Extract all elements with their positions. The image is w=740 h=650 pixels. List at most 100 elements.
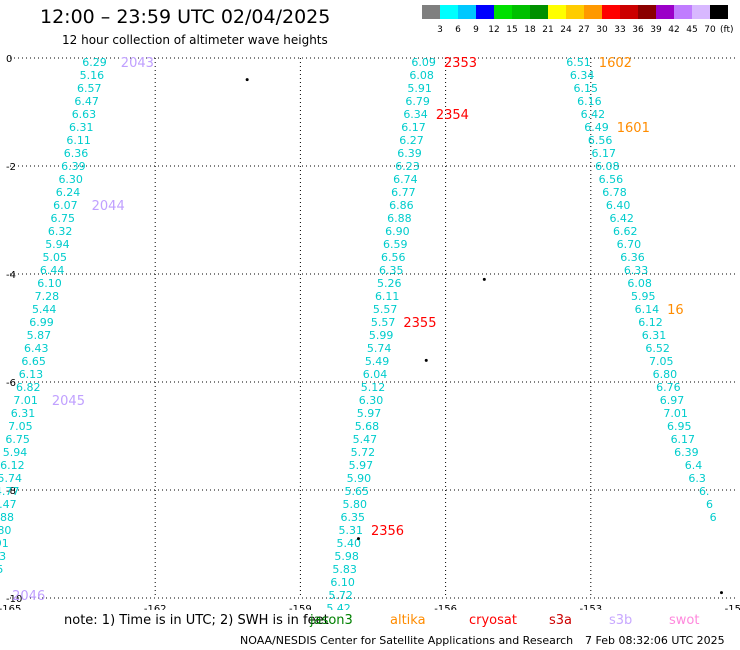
legend-swatch — [710, 5, 728, 19]
swh-value: 6.23 — [395, 160, 420, 173]
swh-value: 5.57 — [371, 316, 396, 329]
legend-label: 3 — [437, 25, 443, 35]
swh-value: 5.94 — [45, 238, 70, 251]
pass-time-label: 2044 — [92, 199, 125, 214]
swh-value: 5.97 — [349, 459, 374, 472]
swh-value: 6.04 — [363, 368, 388, 381]
swh-value: 6.29 — [82, 56, 107, 69]
swh-value: 5.83 — [332, 563, 357, 576]
swh-value: 5.42 — [326, 602, 351, 610]
swh-value: 6.57 — [77, 82, 102, 95]
legend-swatch — [440, 5, 458, 19]
legend-label: 12 — [488, 25, 500, 35]
y-tick-label: -2 — [6, 162, 16, 173]
swh-value: 6.77 — [391, 186, 416, 199]
swh-value: 5.99 — [369, 329, 394, 342]
island-speck — [719, 591, 723, 595]
pass-time-label: 16 — [667, 303, 684, 318]
pass-time-label: 2046 — [12, 589, 45, 604]
map-subtitle: 12 hour collection of altimeter wave hei… — [62, 33, 328, 47]
x-tick-label: -153 — [579, 604, 602, 610]
pass-time-label: 2354 — [436, 108, 469, 123]
swh-value: 5.80 — [343, 498, 368, 511]
swh-value: 6.34 — [570, 69, 595, 82]
x-tick-label: -162 — [144, 604, 167, 610]
swh-value: 5.90 — [347, 472, 372, 485]
legend-label: 21 — [542, 25, 554, 35]
legend-swatch — [422, 5, 440, 19]
swh-value: 5.72 — [351, 446, 376, 459]
swh-value: 7.01 — [663, 407, 688, 420]
legend-swatch — [512, 5, 530, 19]
legend-label: 24 — [560, 25, 572, 35]
legend-label: 15 — [506, 25, 518, 35]
swh-value: 5.44 — [32, 303, 57, 316]
swh-value: 6.47 — [74, 95, 99, 108]
island-speck — [424, 358, 428, 362]
swh-value: 5.63 — [0, 550, 6, 563]
legend-label: 33 — [614, 25, 626, 35]
swh-value: 6.10 — [330, 576, 355, 589]
legend-swatch — [692, 5, 710, 19]
swh-value: 6.39 — [61, 160, 86, 173]
swh-value: 6.17 — [671, 433, 696, 446]
swh-value: 5.97 — [357, 407, 382, 420]
swh-value: 6.33 — [624, 264, 649, 277]
legend-unit: (ft) — [720, 25, 734, 35]
swh-value: 7.05 — [8, 420, 33, 433]
swh-value: 6.13 — [19, 368, 44, 381]
swh-value: 6.32 — [48, 225, 73, 238]
x-tick-label: -165 — [0, 604, 21, 610]
swh-value: 6.31 — [69, 121, 94, 134]
legend-swatch — [584, 5, 602, 19]
swh-value: 6.34 — [403, 108, 428, 121]
swh-value: 5.95 — [0, 563, 3, 576]
legend-label: 45 — [686, 25, 698, 35]
swh-value: 5.88 — [0, 511, 14, 524]
swh-value: 6.70 — [617, 238, 642, 251]
swh-value: 6.43 — [24, 342, 49, 355]
x-tick-label: -150 — [725, 604, 740, 610]
swh-value: 5.05 — [43, 251, 68, 264]
swh-value: 6.11 — [66, 134, 91, 147]
swh-value: 6.56 — [381, 251, 406, 264]
legend-swatch — [638, 5, 656, 19]
legend-swatch — [674, 5, 692, 19]
pass-time-label: 2043 — [121, 56, 154, 71]
y-tick-label: -10 — [6, 594, 22, 605]
pass-time-label: 1601 — [617, 121, 650, 136]
swh-value: 5.68 — [355, 420, 380, 433]
swh-value: 7.28 — [35, 290, 60, 303]
swh-value: 6.31 — [11, 407, 36, 420]
swh-value: 6.80 — [653, 368, 678, 381]
swh-value: 6.99 — [29, 316, 54, 329]
satellite-key-altika: altika — [390, 613, 426, 628]
swh-value: 5.26 — [377, 277, 402, 290]
swh-value: 5.87 — [27, 329, 52, 342]
swh-value: 5.80 — [0, 524, 11, 537]
swh-value: 6.82 — [16, 381, 41, 394]
legend-label: 42 — [668, 25, 680, 35]
swh-value: 6.59 — [383, 238, 408, 251]
swh-value: 5.16 — [80, 69, 105, 82]
swh-value: 5.40 — [336, 537, 361, 550]
pass-time-label: 1602 — [599, 56, 632, 71]
legend-label: 27 — [578, 25, 590, 35]
satellite-key-jason3: jason3 — [310, 613, 353, 628]
swh-value: 6.39 — [397, 147, 422, 160]
swh-value: 6.75 — [50, 212, 75, 225]
y-tick-label: -8 — [6, 486, 16, 497]
swh-value: 4.77 — [0, 485, 19, 498]
swh-value: 6.49 — [584, 121, 609, 134]
legend-swatch — [566, 5, 584, 19]
swh-value: 6.27 — [399, 134, 424, 147]
swh-value: 6.40 — [606, 199, 631, 212]
swh-value: 5.12 — [361, 381, 386, 394]
swh-value: 6.14 — [635, 303, 660, 316]
swh-value: 6.17 — [591, 147, 616, 160]
swh-value: 6.56 — [588, 134, 613, 147]
swh-value: 6.3 — [688, 472, 706, 485]
swh-value: 6.12 — [0, 459, 25, 472]
swh-value: 5.94 — [3, 446, 28, 459]
legend-swatch — [602, 5, 620, 19]
